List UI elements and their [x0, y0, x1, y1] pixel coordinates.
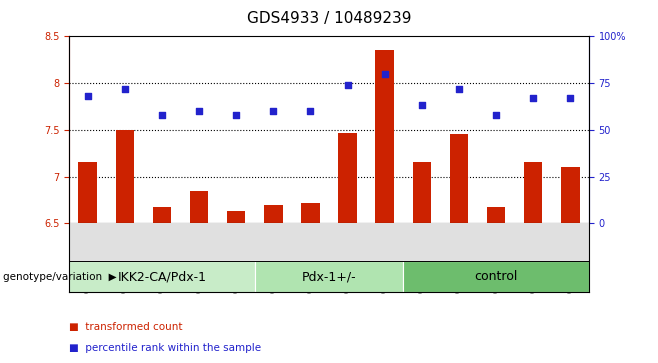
Text: ■  transformed count: ■ transformed count — [69, 322, 182, 332]
Point — [453, 86, 464, 91]
Text: GDS4933 / 10489239: GDS4933 / 10489239 — [247, 11, 411, 26]
Text: Pdx-1+/-: Pdx-1+/- — [301, 270, 357, 283]
Point — [528, 95, 538, 101]
Bar — [413, 163, 431, 223]
Bar — [190, 191, 209, 223]
Bar — [301, 203, 320, 223]
Bar — [524, 163, 542, 223]
Point — [193, 108, 204, 114]
Point — [268, 108, 278, 114]
Bar — [487, 207, 505, 223]
Point — [82, 93, 93, 99]
Bar — [338, 132, 357, 223]
Bar — [78, 163, 97, 223]
Text: control: control — [474, 270, 518, 283]
Point — [120, 86, 130, 91]
Text: genotype/variation  ▶: genotype/variation ▶ — [3, 272, 117, 282]
Point — [380, 71, 390, 77]
Bar — [116, 130, 134, 223]
Bar — [227, 211, 245, 223]
Bar — [561, 167, 580, 223]
Bar — [264, 205, 282, 223]
Point — [491, 112, 501, 118]
Point — [305, 108, 316, 114]
Point — [231, 112, 241, 118]
Bar — [376, 50, 394, 223]
Point — [157, 112, 167, 118]
Bar — [449, 134, 468, 223]
Point — [417, 103, 427, 109]
Point — [565, 95, 576, 101]
Point — [342, 82, 353, 88]
Bar — [153, 207, 171, 223]
Text: IKK2-CA/Pdx-1: IKK2-CA/Pdx-1 — [117, 270, 207, 283]
Text: ■  percentile rank within the sample: ■ percentile rank within the sample — [69, 343, 261, 354]
